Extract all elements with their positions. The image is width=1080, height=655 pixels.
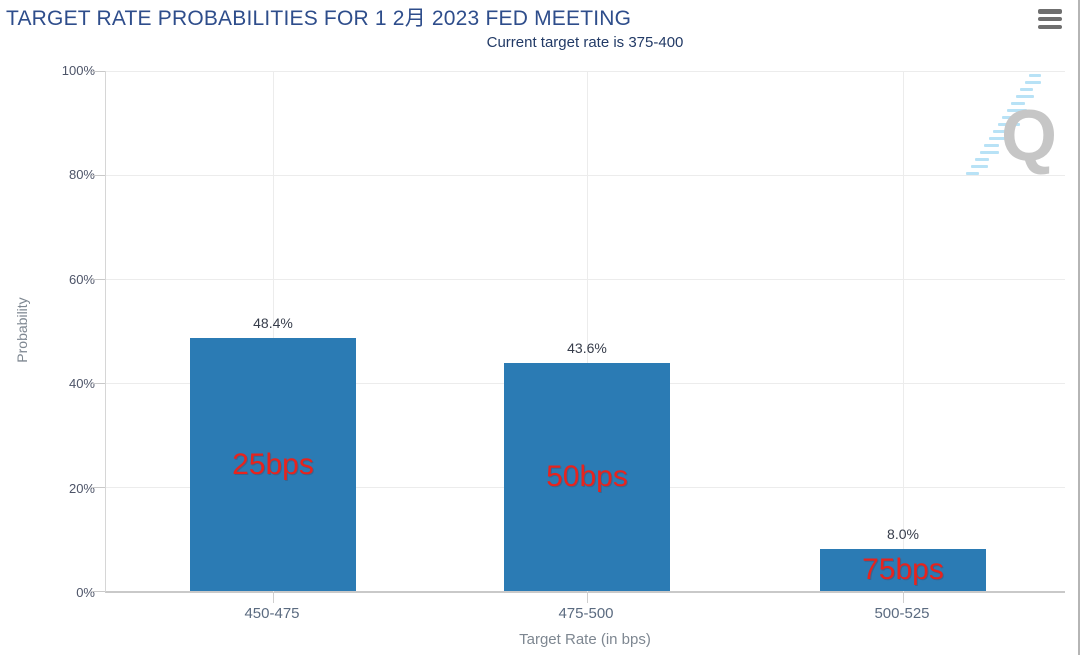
y-tick-label: 40% — [68, 376, 95, 391]
gridline-horizontal — [106, 279, 1065, 280]
hamburger-bar — [1038, 24, 1062, 29]
chart-subtitle: Current target rate is 375-400 — [486, 34, 684, 51]
y-axis-title: Probability — [14, 297, 30, 363]
y-tick-label: 20% — [68, 481, 95, 496]
hamburger-bar — [1038, 9, 1062, 14]
gridline-vertical — [903, 71, 904, 603]
y-tick-label: 60% — [68, 272, 95, 287]
bar-annotation: 75bps — [862, 553, 944, 586]
y-tick-label: 80% — [68, 167, 95, 182]
hamburger-menu-icon[interactable] — [1038, 9, 1062, 29]
bar-slot-475-500: 43.6% 50bps — [504, 71, 670, 591]
y-axis-tick — [92, 175, 105, 176]
gridline-horizontal — [106, 71, 1065, 72]
gridline-vertical — [587, 71, 588, 603]
hamburger-bar — [1038, 16, 1062, 22]
plot-area: 48.4% 25bps 43.6% 50bps 8.0% 75bps — [92, 71, 1065, 603]
bar-500-525[interactable] — [820, 549, 986, 591]
bar-value-label: 48.4% — [253, 315, 293, 332]
x-tick-label: 450-475 — [244, 605, 300, 622]
y-axis-tick — [92, 71, 105, 72]
x-tick-label: 500-525 — [874, 605, 930, 622]
y-tick-label: 100% — [61, 63, 95, 78]
bar-slot-500-525: 8.0% 75bps — [820, 71, 986, 591]
gridline-horizontal — [106, 175, 1065, 176]
y-axis-tick — [92, 591, 105, 592]
bar-annotation: 50bps — [546, 460, 628, 494]
y-axis-tick — [92, 279, 105, 280]
y-axis-tick — [92, 487, 105, 488]
bar-slot-450-475: 48.4% 25bps — [190, 71, 356, 591]
x-tick-label: 475-500 — [558, 605, 614, 622]
bar-450-475[interactable] — [190, 338, 356, 591]
chart-title: TARGET RATE PROBABILITIES FOR 1 2月 2023 … — [6, 7, 632, 30]
x-axis-title: Target Rate (in bps) — [519, 631, 651, 648]
bar-value-label: 8.0% — [887, 526, 919, 543]
y-tick-label: 0% — [76, 585, 95, 600]
bar-475-500[interactable] — [504, 363, 670, 591]
gridline-vertical — [273, 71, 274, 603]
y-axis-tick — [92, 383, 105, 384]
bar-annotation: 25bps — [232, 447, 314, 481]
bar-value-label: 43.6% — [567, 340, 607, 357]
